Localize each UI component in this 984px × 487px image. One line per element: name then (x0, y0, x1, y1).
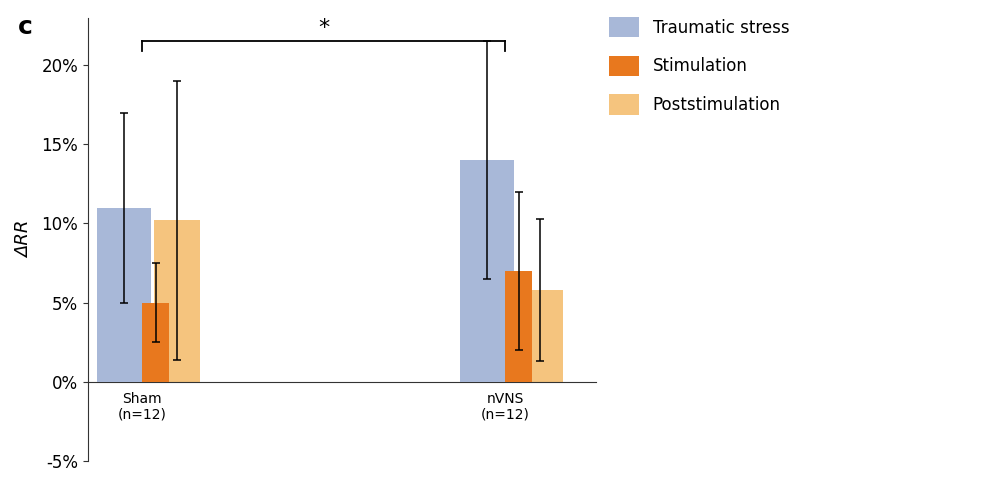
Text: c: c (18, 15, 32, 38)
Bar (154, 220, 200, 382)
Y-axis label: ΔRR: ΔRR (15, 221, 33, 258)
Bar (460, 160, 515, 382)
Text: *: * (318, 18, 330, 38)
Bar (143, 302, 169, 382)
Bar (505, 271, 532, 382)
Bar (518, 290, 563, 382)
Bar (96, 207, 152, 382)
Legend: Traumatic stress, Stimulation, Poststimulation: Traumatic stress, Stimulation, Poststimu… (609, 17, 789, 115)
